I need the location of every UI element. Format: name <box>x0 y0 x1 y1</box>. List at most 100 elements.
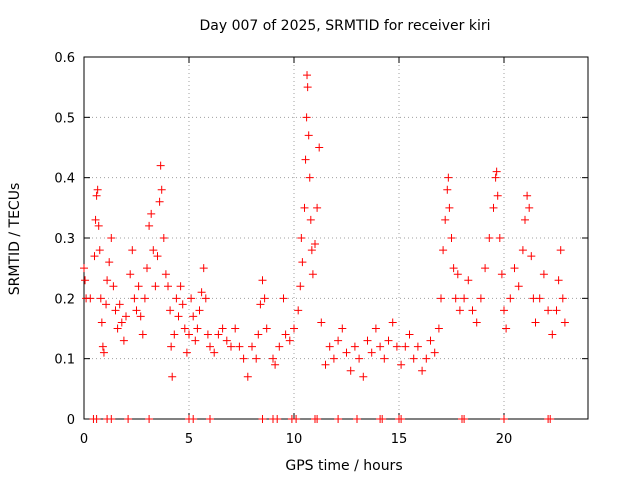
data-point <box>350 342 359 351</box>
data-point <box>130 294 139 303</box>
data-point <box>292 415 301 423</box>
data-point <box>96 294 105 303</box>
data-point <box>300 203 309 212</box>
data-point <box>107 234 116 242</box>
data-point <box>464 276 473 285</box>
data-point <box>321 360 330 369</box>
data-point <box>92 191 101 200</box>
data-point <box>115 300 124 309</box>
data-point <box>451 294 460 303</box>
data-point <box>430 348 439 357</box>
data-point <box>290 324 298 333</box>
data-point <box>535 294 544 303</box>
y-tick-labels: 0 0.1 0.2 0.3 0.4 0.5 0.6 <box>54 51 75 428</box>
data-points <box>80 71 569 423</box>
data-point <box>119 336 128 345</box>
data-point <box>317 318 326 327</box>
data-point <box>99 348 108 357</box>
data-point <box>359 372 368 381</box>
data-point <box>94 221 103 230</box>
data-point <box>338 324 347 333</box>
data-point <box>260 294 269 303</box>
data-point <box>149 246 158 255</box>
data-point <box>334 415 343 423</box>
data-point <box>92 415 101 423</box>
data-point <box>443 185 452 194</box>
data-point <box>262 324 271 333</box>
data-point <box>363 336 372 345</box>
data-point <box>302 113 311 122</box>
data-point <box>455 306 464 315</box>
data-point <box>136 312 145 321</box>
data-point <box>476 294 485 303</box>
data-point <box>334 336 343 345</box>
y-tick-label: 0.5 <box>54 111 75 126</box>
data-point <box>367 348 376 357</box>
data-point <box>172 294 181 303</box>
data-point <box>227 342 235 351</box>
data-point <box>510 264 519 273</box>
data-point <box>279 294 288 303</box>
data-point <box>248 342 256 351</box>
data-point <box>151 282 160 291</box>
x-tick-label: 15 <box>391 432 408 447</box>
y-tick-label: 0.2 <box>54 292 75 307</box>
data-point <box>495 234 504 242</box>
y-tick-label: 0.6 <box>54 51 75 66</box>
data-point <box>380 354 389 363</box>
data-point <box>306 215 315 224</box>
data-point <box>468 306 477 315</box>
y-tick-label: 0.4 <box>54 172 75 187</box>
y-tick-label: 0 <box>67 413 75 428</box>
data-point <box>413 342 422 351</box>
data-point <box>199 264 208 273</box>
data-point <box>126 270 135 279</box>
data-point <box>397 415 406 423</box>
chart-title: Day 007 of 2025, SRMTID for receiver kir… <box>199 18 490 34</box>
data-point <box>523 191 532 200</box>
data-point <box>90 252 99 261</box>
data-point <box>193 324 202 333</box>
x-tick-labels: 0 5 10 15 20 <box>80 432 512 447</box>
data-point <box>206 342 214 351</box>
data-point <box>492 167 501 176</box>
data-point <box>422 354 431 363</box>
data-point <box>185 330 193 339</box>
data-point <box>222 336 231 345</box>
data-point <box>231 324 240 333</box>
data-point <box>206 415 214 423</box>
data-point <box>256 300 265 309</box>
data-point <box>491 173 500 182</box>
data-point <box>313 203 322 212</box>
data-point <box>544 306 553 315</box>
data-point <box>560 318 569 327</box>
data-point <box>168 372 177 381</box>
data-point <box>489 203 498 212</box>
data-point <box>493 191 502 200</box>
data-point <box>500 415 508 423</box>
data-point <box>145 415 154 423</box>
data-point <box>170 330 179 339</box>
data-point <box>444 173 453 182</box>
data-point <box>122 312 130 321</box>
data-point <box>103 276 112 285</box>
data-point <box>235 342 244 351</box>
data-point <box>546 415 555 423</box>
data-point <box>203 330 212 339</box>
data-point <box>449 264 458 273</box>
data-point <box>159 234 168 242</box>
data-point <box>201 294 210 303</box>
data-point <box>166 306 175 315</box>
data-point <box>376 342 385 351</box>
data-point <box>525 203 534 212</box>
y-tick-label: 0.3 <box>54 232 75 247</box>
data-point <box>437 294 445 303</box>
data-point <box>301 155 310 164</box>
data-point <box>346 366 355 375</box>
x-tick-label: 0 <box>80 432 88 447</box>
data-point <box>294 306 303 315</box>
data-point <box>460 294 469 303</box>
data-point <box>218 324 227 333</box>
data-point <box>303 71 312 80</box>
